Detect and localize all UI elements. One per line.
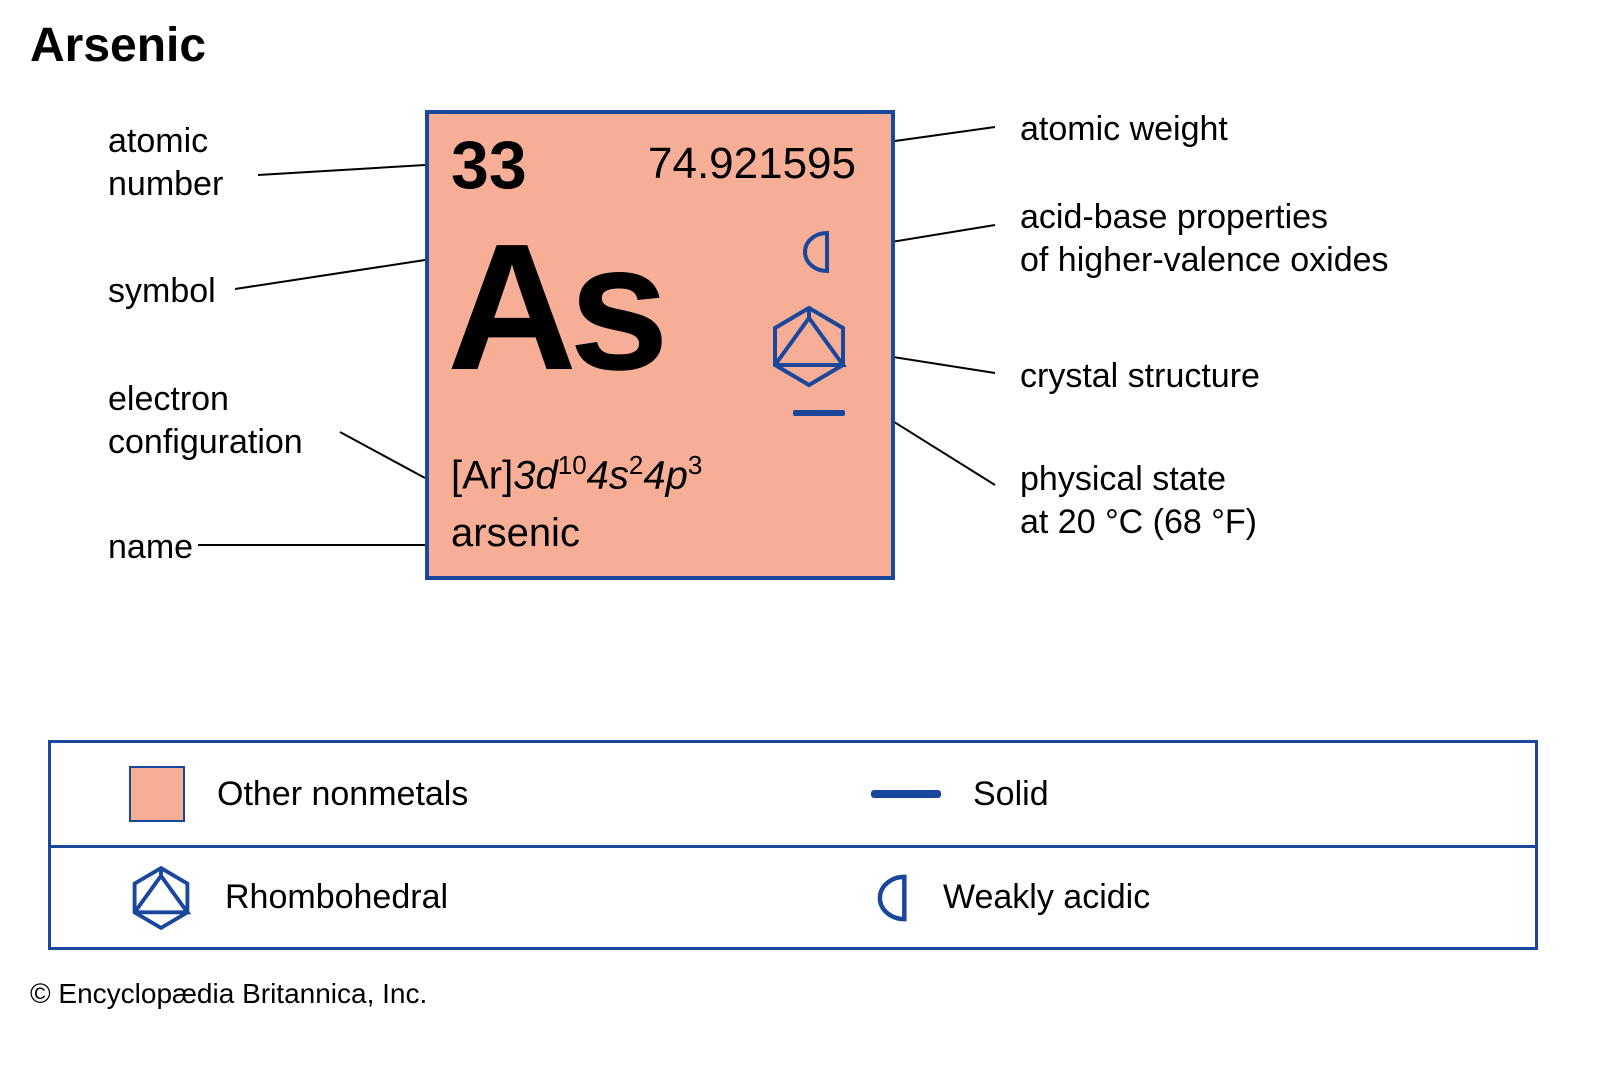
legend-cell-acid: Weakly acidic [793, 872, 1535, 924]
legend-label: Solid [973, 775, 1049, 814]
callout-text: at 20 °C (68 °F) [1020, 503, 1257, 541]
econfig-s: 4s [587, 453, 629, 497]
callout-acid-base: acid-base properties of higher-valence o… [1020, 196, 1389, 281]
callout-electron-config: electron configuration [108, 378, 303, 463]
credit-text: © Encyclopædia Britannica, Inc. [30, 978, 427, 1010]
legend-label: Weakly acidic [943, 878, 1150, 917]
element-name: arsenic [451, 511, 580, 556]
econfig-core: [Ar] [451, 453, 513, 497]
callout-text: acid-base properties [1020, 198, 1328, 236]
callout-text: atomic [108, 122, 208, 160]
weakly-acidic-icon [797, 229, 833, 280]
callout-symbol: symbol [108, 270, 216, 313]
callout-text: configuration [108, 423, 303, 461]
callout-atomic-number: atomic number [108, 120, 223, 205]
element-symbol: As [447, 204, 661, 411]
rhombohedral-icon [769, 304, 849, 394]
callout-text: physical state [1020, 460, 1226, 498]
atomic-number: 33 [451, 126, 527, 204]
econfig-p-sup: 3 [688, 450, 702, 480]
solid-state-icon [793, 410, 845, 416]
legend-label: Rhombohedral [225, 878, 448, 917]
page-title: Arsenic [30, 18, 206, 73]
legend: Other nonmetals Solid Rhombohedral Weakl… [48, 740, 1538, 950]
rhombohedral-icon [129, 865, 193, 931]
econfig-d-sup: 10 [558, 450, 587, 480]
nonmetals-swatch-icon [129, 766, 185, 822]
legend-cell-crystal: Rhombohedral [51, 865, 793, 931]
callout-state: physical state at 20 °C (68 °F) [1020, 458, 1257, 543]
callout-text: number [108, 165, 223, 203]
legend-row: Other nonmetals Solid [51, 743, 1535, 845]
weakly-acidic-icon [871, 872, 911, 924]
callout-text: electron [108, 380, 229, 418]
legend-label: Other nonmetals [217, 775, 468, 814]
atomic-weight: 74.921595 [648, 139, 856, 189]
legend-row: Rhombohedral Weakly acidic [51, 845, 1535, 947]
legend-cell-state: Solid [793, 775, 1535, 814]
econfig-s-sup: 2 [629, 450, 643, 480]
econfig-p: 4p [643, 453, 688, 497]
callout-atomic-weight: atomic weight [1020, 108, 1228, 151]
econfig-d: 3d [513, 453, 558, 497]
callout-name: name [108, 526, 193, 569]
legend-cell-category: Other nonmetals [51, 766, 793, 822]
electron-configuration: [Ar]3d104s24p3 [451, 450, 702, 498]
callout-crystal: crystal structure [1020, 355, 1260, 398]
callout-text: of higher-valence oxides [1020, 241, 1389, 279]
element-tile: 33 74.921595 As [Ar]3d104s24p3 arsenic [425, 110, 895, 580]
solid-line-icon [871, 790, 941, 798]
